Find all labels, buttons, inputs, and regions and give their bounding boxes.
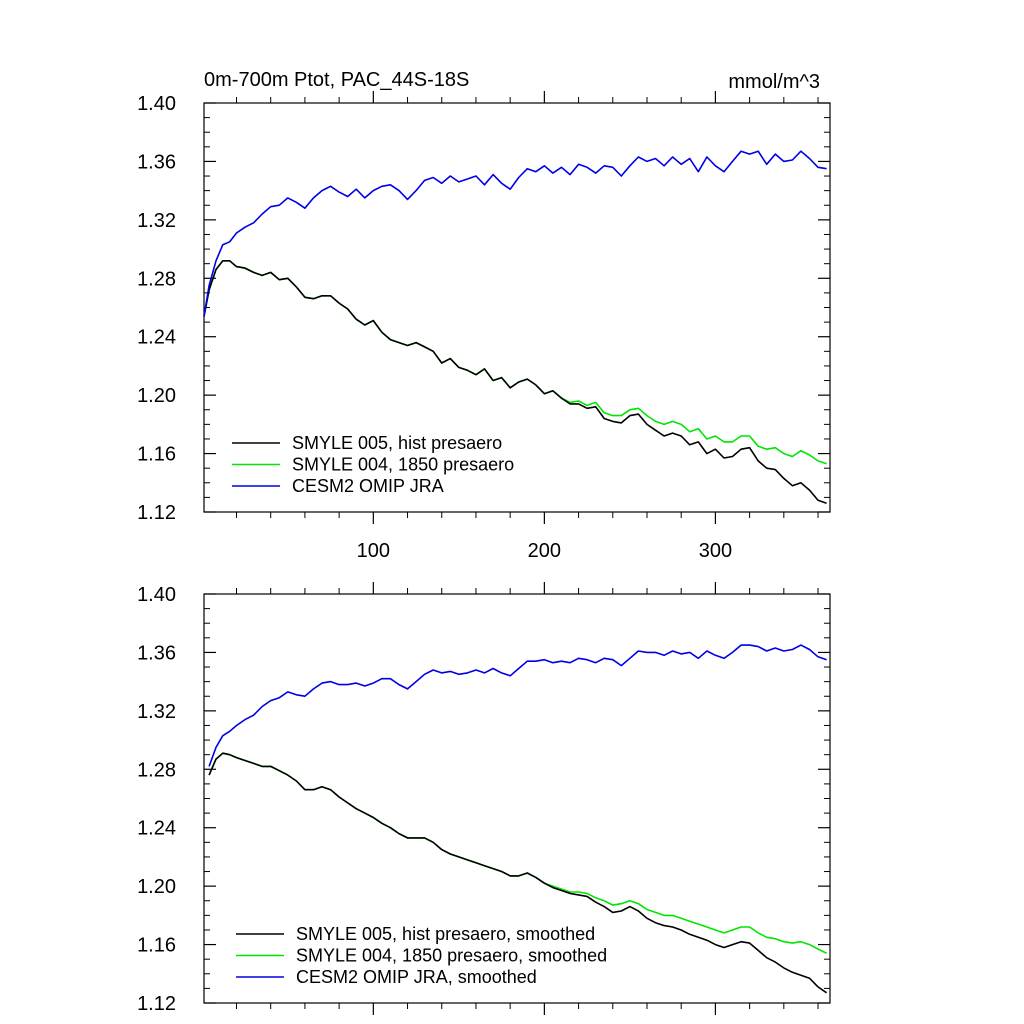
- y-tick-label: 1.28: [137, 759, 176, 781]
- series-line-omip: [203, 150, 827, 317]
- top-panel: 1.12 1.16 1.20 1.24 1.28 1.32 1.36 1.40 100 200 30…: [137, 91, 831, 562]
- legend-label: CESM2 OMIP JRA, smoothed: [296, 967, 537, 987]
- chart-title: 0m-700m Ptot, PAC_44S-18S: [204, 69, 469, 91]
- y-tick-label: 1.40: [137, 584, 176, 606]
- y-tick-label: 1.20: [137, 385, 176, 407]
- units-label: mmol/m^3: [728, 71, 820, 93]
- y-tick-label: 1.32: [137, 701, 176, 723]
- series-line-hist: [203, 260, 827, 504]
- legend-label: CESM2 OMIP JRA: [292, 476, 444, 496]
- y-tick-label: 1.24: [137, 818, 176, 840]
- y-tick-label: 1.16: [137, 444, 176, 466]
- legend-label: SMYLE 004, 1850 presaero, smoothed: [296, 946, 607, 966]
- y-tick-label: 1.12: [137, 993, 176, 1015]
- series-line-hist: [208, 752, 828, 994]
- x-tick-label: 100: [357, 540, 390, 562]
- y-tick-label: 1.32: [137, 210, 176, 232]
- legend-label: SMYLE 004, 1850 presaero: [292, 455, 514, 475]
- y-tick-label: 1.12: [137, 502, 176, 524]
- legend-label: SMYLE 005, hist presaero: [292, 433, 502, 453]
- y-tick-label: 1.36: [137, 151, 176, 173]
- y-tick-label: 1.20: [137, 876, 176, 898]
- y-tick-label: 1.16: [137, 935, 176, 957]
- x-tick-label: 300: [699, 540, 732, 562]
- y-tick-label: 1.28: [137, 268, 176, 290]
- bottom-panel: 1.12 1.16 1.20 1.24 1.28 1.32 1.36 1.40 SMYLE 00…: [137, 582, 831, 1015]
- x-tick-label: 200: [528, 540, 561, 562]
- legend-label: SMYLE 005, hist presaero, smoothed: [296, 924, 595, 944]
- series-line-omip: [208, 644, 827, 767]
- y-tick-label: 1.36: [137, 642, 176, 664]
- y-tick-label: 1.40: [137, 93, 176, 115]
- y-tick-label: 1.24: [137, 327, 176, 349]
